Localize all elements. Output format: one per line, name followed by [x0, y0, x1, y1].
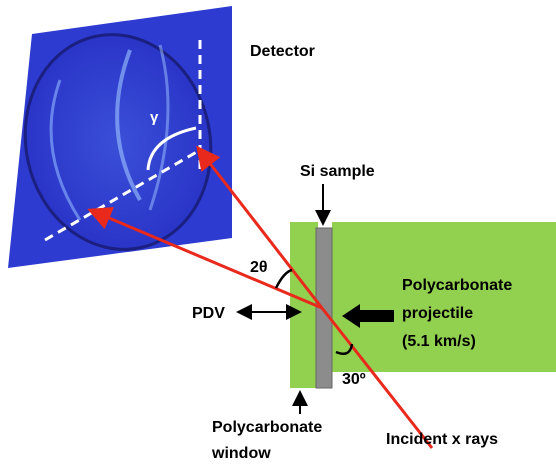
projectile-label: (5.1 km/s): [402, 333, 476, 350]
diffraction-arc: [49, 79, 82, 221]
window-label: window: [211, 445, 271, 462]
diffraction-arc: [115, 49, 142, 201]
gamma-label: γ: [150, 109, 159, 126]
two-theta-label: 2θ: [250, 259, 268, 276]
sample-label: Si sample: [300, 163, 375, 180]
si-sample: [315, 227, 333, 389]
window-label: Polycarbonate: [212, 419, 322, 436]
projectile-label: projectile: [402, 305, 473, 322]
diffracted-beam: [87, 207, 323, 310]
incident-beam: [320, 307, 434, 449]
projectile: [332, 222, 556, 372]
pdv-label: PDV: [192, 305, 225, 322]
impact-arrow: [342, 304, 394, 328]
diffracted-beam: [196, 145, 324, 309]
angle-label: 30º: [342, 371, 366, 388]
gamma-arc: [146, 126, 197, 171]
incidence-arc: [335, 343, 354, 355]
incident-label: Incident x rays: [386, 431, 498, 448]
detector-label: Detector: [250, 43, 315, 60]
projectile-label: Polycarbonate: [402, 277, 512, 294]
two-theta-arc: [274, 268, 293, 289]
diffraction-arc: [148, 44, 170, 211]
